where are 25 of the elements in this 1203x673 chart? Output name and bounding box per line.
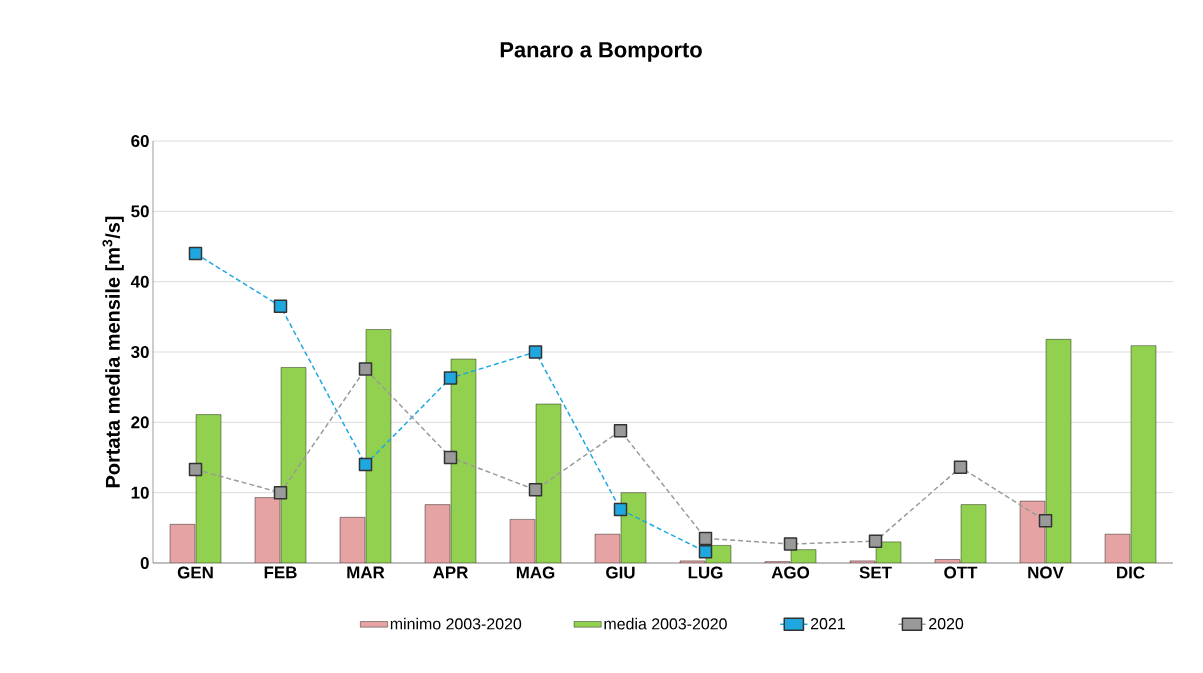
x-tick-label: LUG (688, 566, 723, 579)
x-tick-label: GEN (177, 566, 213, 579)
y-tick-label: 10 (131, 486, 149, 499)
y-tick-label: 60 (131, 135, 149, 147)
chart-title: Panaro a Bomporto (500, 42, 702, 62)
x-tick-label: NOV (1028, 566, 1064, 579)
y-tick-label: 50 (131, 205, 149, 218)
x-tick-label: MAG (516, 566, 555, 579)
legend-label: media 2003-2020 (604, 617, 727, 630)
y-axis-title: Portata media mensile [m$^{3}$/s] (102, 216, 124, 488)
x-tick-label: AGO (771, 566, 810, 579)
y-tick-label: 40 (130, 275, 149, 288)
x-tick-label: MAR (347, 566, 385, 579)
legend-label: minimo 2003-2020 (390, 617, 522, 630)
x-tick-label: DIC (1117, 566, 1145, 579)
y-tick-label: 20 (131, 416, 149, 429)
y-tick-label: 30 (131, 345, 149, 358)
x-tick-label: FEB (264, 566, 297, 579)
x-tick-label: GIU (606, 566, 635, 579)
x-tick-label: APR (433, 566, 469, 579)
legend-label: 2021 (810, 618, 845, 630)
y-tick-label: 0 (140, 557, 149, 569)
legend-label: 2020 (929, 618, 964, 630)
x-tick-label: SET (859, 566, 892, 579)
x-tick-label: OTT (944, 566, 978, 579)
